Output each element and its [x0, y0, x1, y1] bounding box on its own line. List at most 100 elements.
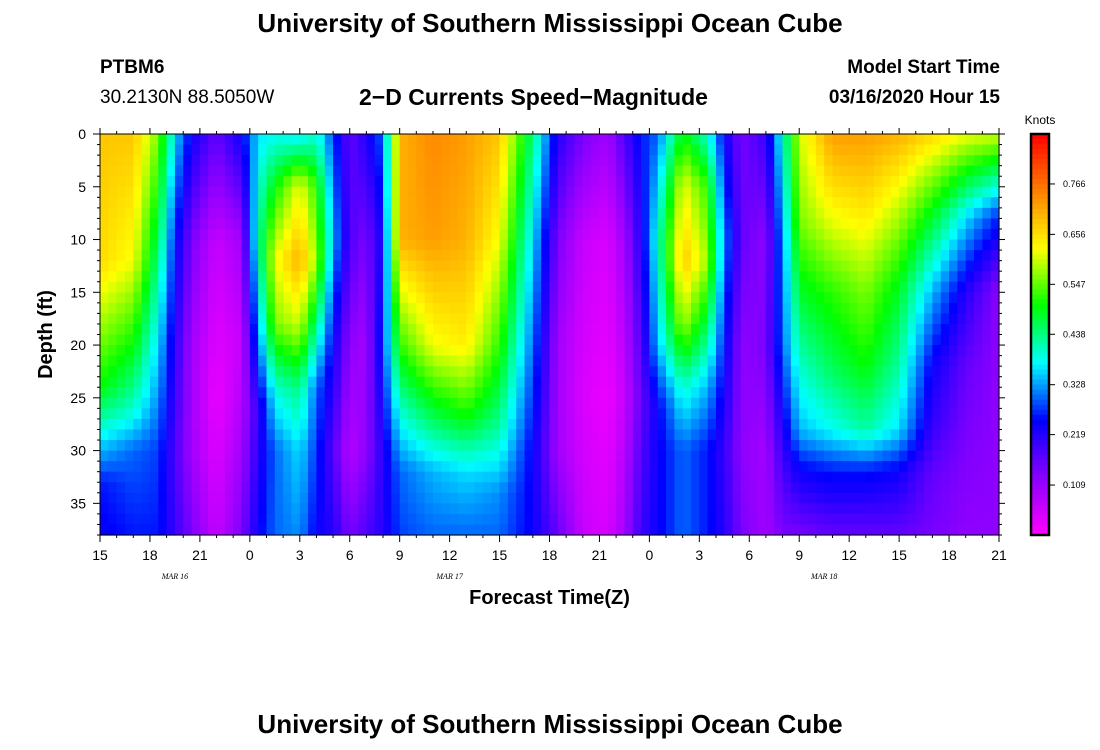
- heatmap-cell: [582, 165, 592, 177]
- heatmap-cell: [641, 503, 650, 515]
- heatmap-cell: [491, 271, 501, 283]
- heatmap-cell: [874, 271, 884, 283]
- heatmap-cell: [424, 260, 434, 272]
- heatmap-cell: [632, 355, 642, 367]
- heatmap-cell: [183, 513, 193, 526]
- heatmap-cell: [158, 334, 168, 346]
- heatmap-cell: [183, 366, 193, 378]
- heatmap-cell: [474, 492, 484, 504]
- heatmap-cell: [399, 503, 409, 515]
- heatmap-cell: [874, 250, 884, 262]
- heatmap-cell: [124, 155, 134, 167]
- heatmap-cell: [407, 461, 417, 473]
- heatmap-cell: [874, 155, 884, 167]
- heatmap-cell: [349, 440, 359, 452]
- heatmap-cell: [174, 281, 184, 293]
- heatmap-cell: [940, 482, 950, 494]
- heatmap-cell: [308, 197, 318, 209]
- heatmap-cell: [790, 176, 800, 188]
- heatmap-cell: [982, 271, 992, 283]
- heatmap-cell: [657, 134, 667, 146]
- heatmap-cell: [682, 271, 692, 283]
- heatmap-cell: [208, 144, 218, 156]
- heatmap-cell: [191, 197, 201, 209]
- heatmap-cell: [100, 524, 109, 536]
- heatmap-cell: [790, 271, 800, 283]
- heatmap-cell: [149, 397, 159, 409]
- heatmap-cell: [649, 471, 659, 483]
- heatmap-cell: [749, 239, 759, 251]
- heatmap-cell: [258, 302, 268, 314]
- heatmap-cell: [374, 440, 384, 452]
- heatmap-cell: [108, 281, 118, 293]
- heatmap-cell: [824, 197, 834, 209]
- heatmap-cell: [416, 134, 426, 146]
- heatmap-cell: [990, 440, 1000, 452]
- heatmap-cell: [932, 281, 942, 293]
- heatmap-cell: [632, 323, 642, 336]
- heatmap-cell: [116, 376, 126, 388]
- colorbar-cell: [1031, 254, 1049, 260]
- heatmap-cell: [982, 250, 992, 262]
- heatmap-cell: [749, 155, 759, 167]
- heatmap-cell: [308, 366, 318, 378]
- heatmap-cell: [574, 461, 584, 473]
- heatmap-cell: [949, 281, 958, 293]
- heatmap-cell: [932, 313, 942, 325]
- heatmap-cell: [482, 334, 492, 346]
- heatmap-cell: [100, 165, 109, 177]
- heatmap-cell: [324, 429, 334, 441]
- heatmap-cell: [832, 207, 842, 220]
- heatmap-cell: [216, 313, 226, 325]
- heatmap-cell: [532, 134, 542, 146]
- heatmap-cell: [183, 387, 193, 399]
- heatmap-cell: [757, 471, 767, 483]
- heatmap-cell: [616, 250, 626, 262]
- heatmap-cell: [840, 239, 850, 251]
- heatmap-cell: [657, 271, 667, 283]
- heatmap-cell: [524, 292, 534, 304]
- heatmap-cell: [299, 155, 309, 167]
- heatmap-cell: [832, 524, 842, 536]
- heatmap-cell: [749, 271, 759, 283]
- heatmap-cell: [291, 228, 301, 241]
- heatmap-cell: [765, 376, 775, 388]
- heatmap-cell: [899, 271, 909, 283]
- heatmap-cell: [915, 524, 925, 536]
- heatmap-cell: [832, 165, 842, 177]
- heatmap-cell: [890, 503, 900, 515]
- heatmap-cell: [457, 345, 467, 357]
- heatmap-cell: [199, 313, 209, 325]
- heatmap-cell: [874, 323, 884, 336]
- heatmap-cell: [333, 503, 342, 515]
- heatmap-cell: [441, 155, 451, 167]
- heatmap-cell: [299, 461, 309, 473]
- heatmap-cell: [383, 418, 392, 431]
- heatmap-cell: [174, 260, 184, 272]
- heatmap-cell: [432, 323, 442, 336]
- heatmap-cell: [682, 366, 692, 378]
- heatmap-cell: [149, 271, 159, 283]
- heatmap-cell: [907, 302, 917, 314]
- heatmap-cell: [432, 408, 442, 420]
- heatmap-cell: [799, 218, 809, 230]
- heatmap-cell: [641, 334, 650, 346]
- heatmap-cell: [907, 492, 917, 504]
- heatmap-cell: [191, 218, 201, 230]
- heatmap-cell: [907, 355, 917, 367]
- heatmap-cell: [740, 186, 750, 198]
- heatmap-cell: [308, 355, 318, 367]
- heatmap-cell: [815, 397, 825, 409]
- heatmap-cell: [532, 482, 542, 494]
- heatmap-cell: [566, 165, 576, 177]
- colorbar-tick-label: 0.328: [1063, 380, 1086, 390]
- heatmap-cell: [149, 134, 159, 146]
- heatmap-cell: [632, 197, 642, 209]
- heatmap-cell: [541, 355, 551, 367]
- heatmap-cell: [549, 186, 559, 198]
- heatmap-cell: [241, 376, 251, 388]
- heatmap-cell: [740, 397, 750, 409]
- heatmap-cell: [208, 513, 218, 526]
- heatmap-cell: [865, 397, 875, 409]
- heatmap-cell: [374, 492, 384, 504]
